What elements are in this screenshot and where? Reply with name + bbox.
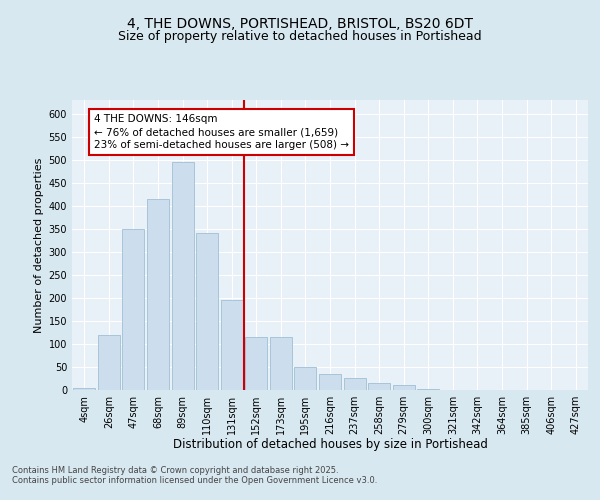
- Y-axis label: Number of detached properties: Number of detached properties: [34, 158, 44, 332]
- Bar: [295, 367, 316, 390]
- Text: 4 THE DOWNS: 146sqm
← 76% of detached houses are smaller (1,659)
23% of semi-det: 4 THE DOWNS: 146sqm ← 76% of detached ho…: [94, 114, 349, 150]
- Bar: [122, 229, 145, 390]
- X-axis label: Distribution of detached houses by size in Portishead: Distribution of detached houses by size …: [173, 438, 487, 452]
- Text: Size of property relative to detached houses in Portishead: Size of property relative to detached ho…: [118, 30, 482, 43]
- Bar: [73, 388, 95, 390]
- Bar: [319, 374, 341, 390]
- Bar: [270, 337, 292, 390]
- Text: Contains HM Land Registry data © Crown copyright and database right 2025.
Contai: Contains HM Land Registry data © Crown c…: [12, 466, 377, 485]
- Bar: [392, 386, 415, 390]
- Bar: [368, 383, 390, 390]
- Bar: [221, 300, 243, 390]
- Text: 4, THE DOWNS, PORTISHEAD, BRISTOL, BS20 6DT: 4, THE DOWNS, PORTISHEAD, BRISTOL, BS20 …: [127, 18, 473, 32]
- Bar: [98, 335, 120, 390]
- Bar: [245, 337, 268, 390]
- Bar: [417, 388, 439, 390]
- Bar: [196, 234, 218, 390]
- Bar: [172, 162, 194, 390]
- Bar: [147, 199, 169, 390]
- Bar: [344, 378, 365, 390]
